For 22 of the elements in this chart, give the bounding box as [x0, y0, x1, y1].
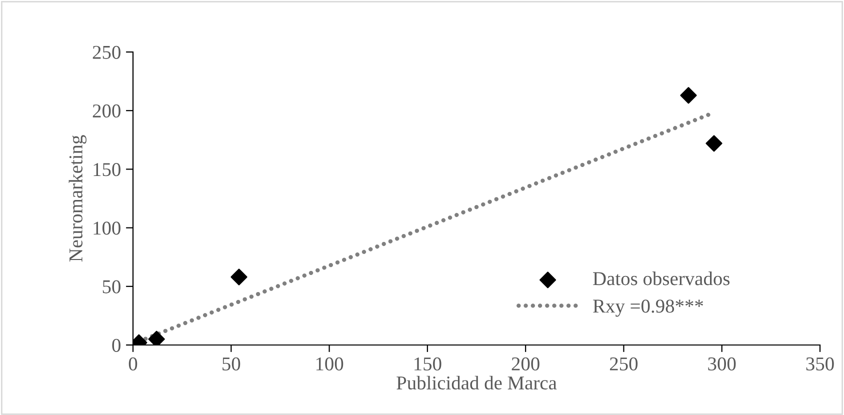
x-tick-label: 100 — [316, 357, 344, 370]
point — [680, 87, 697, 104]
point — [706, 135, 722, 152]
y-axis-title: Neuromarketing — [68, 135, 86, 262]
x-tick-label: 50 — [222, 357, 240, 370]
x-tick-label: 200 — [512, 357, 540, 370]
y-tick-label: 250 — [92, 46, 120, 59]
y-tick-label: 200 — [92, 104, 120, 118]
x-tick-label: 350 — [806, 357, 834, 370]
point — [230, 268, 248, 286]
x-tick-label: 250 — [610, 357, 638, 370]
y-tick-label: 0 — [112, 338, 120, 352]
legend-label: Rxy =0.98*** — [593, 300, 704, 317]
x-tick-label: 300 — [708, 357, 736, 370]
y-tick-label: 50 — [102, 280, 120, 294]
x-tick-label: 0 — [128, 357, 138, 370]
y-tick-label: 100 — [94, 222, 120, 235]
x-axis-title: Publicidad de Marca — [396, 376, 557, 390]
legend-label: Datos observados — [593, 272, 730, 286]
point — [148, 330, 165, 345]
x-tick-label: 150 — [414, 357, 442, 370]
y-tick-label: 150 — [94, 163, 120, 176]
